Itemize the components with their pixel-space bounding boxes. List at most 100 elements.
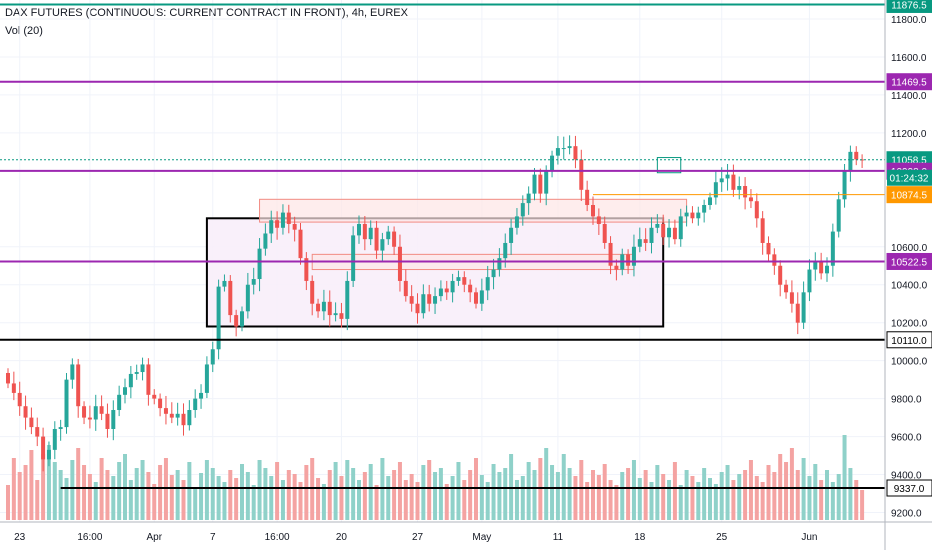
volume-bar bbox=[748, 460, 753, 520]
candle-body bbox=[181, 413, 186, 426]
volume-bar bbox=[585, 482, 590, 520]
volume-bar bbox=[579, 460, 584, 520]
candle-body bbox=[860, 159, 865, 161]
candle-body bbox=[316, 303, 321, 312]
candle-body bbox=[292, 223, 297, 230]
volume-bar bbox=[35, 480, 40, 520]
price-label-bg bbox=[886, 331, 932, 349]
x-tick-label: 16:00 bbox=[265, 532, 290, 543]
volume-bar bbox=[450, 476, 455, 520]
candle-body bbox=[257, 248, 262, 280]
candle-body bbox=[70, 364, 75, 380]
volume-bar bbox=[70, 460, 75, 520]
candle-body bbox=[128, 373, 133, 388]
volume-bar bbox=[351, 468, 356, 520]
price-label-text: 11876.5 bbox=[891, 0, 927, 11]
candle-body bbox=[175, 413, 180, 418]
candle-body bbox=[304, 258, 309, 281]
candle-body bbox=[497, 258, 502, 270]
candle-body bbox=[696, 212, 701, 219]
volume-bar bbox=[719, 472, 724, 520]
candle-body bbox=[345, 280, 350, 319]
price-label-bg bbox=[886, 73, 932, 91]
volume-bar bbox=[672, 462, 677, 520]
candle-body bbox=[17, 392, 22, 407]
y-tick-label: 10000.0 bbox=[891, 357, 928, 368]
volume-bar bbox=[591, 470, 595, 520]
candle-body bbox=[152, 394, 157, 399]
volume-bar bbox=[415, 482, 420, 520]
volume-bar bbox=[427, 460, 432, 520]
candle-body bbox=[579, 159, 584, 190]
volume-bar bbox=[269, 476, 274, 520]
volume-bar bbox=[134, 468, 139, 520]
candle-body bbox=[210, 349, 215, 365]
x-tick-label: 7 bbox=[210, 532, 216, 543]
candle-body bbox=[35, 427, 40, 437]
x-tick-label: 20 bbox=[336, 532, 348, 543]
candle-body bbox=[333, 313, 338, 316]
candle-body bbox=[29, 417, 34, 428]
volume-bar bbox=[245, 472, 250, 520]
candle-body bbox=[368, 227, 373, 240]
candle-body bbox=[444, 288, 449, 293]
volume-bar bbox=[789, 448, 794, 520]
volume-bar bbox=[760, 482, 765, 520]
candle-body bbox=[123, 387, 127, 395]
volume-bar bbox=[362, 472, 367, 520]
candle-body bbox=[462, 277, 467, 285]
candle-body bbox=[555, 148, 560, 156]
volume-bar bbox=[386, 476, 391, 520]
candle-body bbox=[731, 174, 736, 190]
candle-body bbox=[46, 449, 51, 460]
candle-body bbox=[836, 199, 841, 232]
volume-bar bbox=[737, 474, 742, 520]
volume-bar bbox=[614, 485, 619, 520]
candle-body bbox=[532, 174, 537, 194]
countdown-bg bbox=[887, 169, 932, 186]
candle-body bbox=[801, 292, 806, 323]
candle-body bbox=[76, 364, 81, 407]
volume-bar bbox=[82, 465, 87, 520]
candle-body bbox=[649, 227, 654, 243]
candle-body bbox=[748, 197, 753, 202]
price-label: 10522.5 bbox=[886, 252, 932, 270]
volume-bar bbox=[117, 462, 122, 520]
price-label-text: 10110.0 bbox=[891, 336, 927, 347]
resistance-zone bbox=[259, 198, 688, 223]
candle-body bbox=[550, 155, 555, 171]
volume-bar bbox=[11, 458, 16, 520]
volume-bar bbox=[743, 470, 748, 520]
volume-bar bbox=[210, 468, 215, 520]
candle-body bbox=[573, 146, 578, 160]
candle-body bbox=[795, 303, 800, 323]
volume-bar bbox=[532, 470, 537, 520]
volume-bar bbox=[286, 470, 291, 520]
volume-bar bbox=[567, 468, 572, 520]
volume-bar bbox=[327, 470, 332, 520]
price-label-bg bbox=[886, 252, 932, 270]
price-label: 11876.5 bbox=[886, 0, 932, 13]
candle-body bbox=[64, 379, 69, 428]
price-label-text: 10874.5 bbox=[891, 191, 928, 202]
volume-bar bbox=[64, 478, 69, 520]
volume-bar bbox=[860, 490, 865, 520]
candle-body bbox=[784, 284, 789, 293]
candle-body bbox=[485, 277, 490, 291]
volume-bar bbox=[409, 474, 414, 520]
volume-bar bbox=[433, 472, 438, 520]
volume-bar bbox=[374, 485, 379, 520]
candles bbox=[6, 135, 865, 472]
volume-bar bbox=[240, 464, 244, 520]
candle-body bbox=[298, 229, 303, 259]
volume-bar bbox=[772, 472, 777, 520]
volume-bar bbox=[608, 480, 613, 520]
y-tick-label: 11200.0 bbox=[891, 129, 927, 140]
countdown-label: 01:24:32 bbox=[890, 174, 929, 185]
candle-body bbox=[327, 301, 332, 316]
candle-body bbox=[87, 417, 92, 420]
volume-bar bbox=[58, 470, 63, 520]
volume-bar bbox=[333, 462, 338, 520]
